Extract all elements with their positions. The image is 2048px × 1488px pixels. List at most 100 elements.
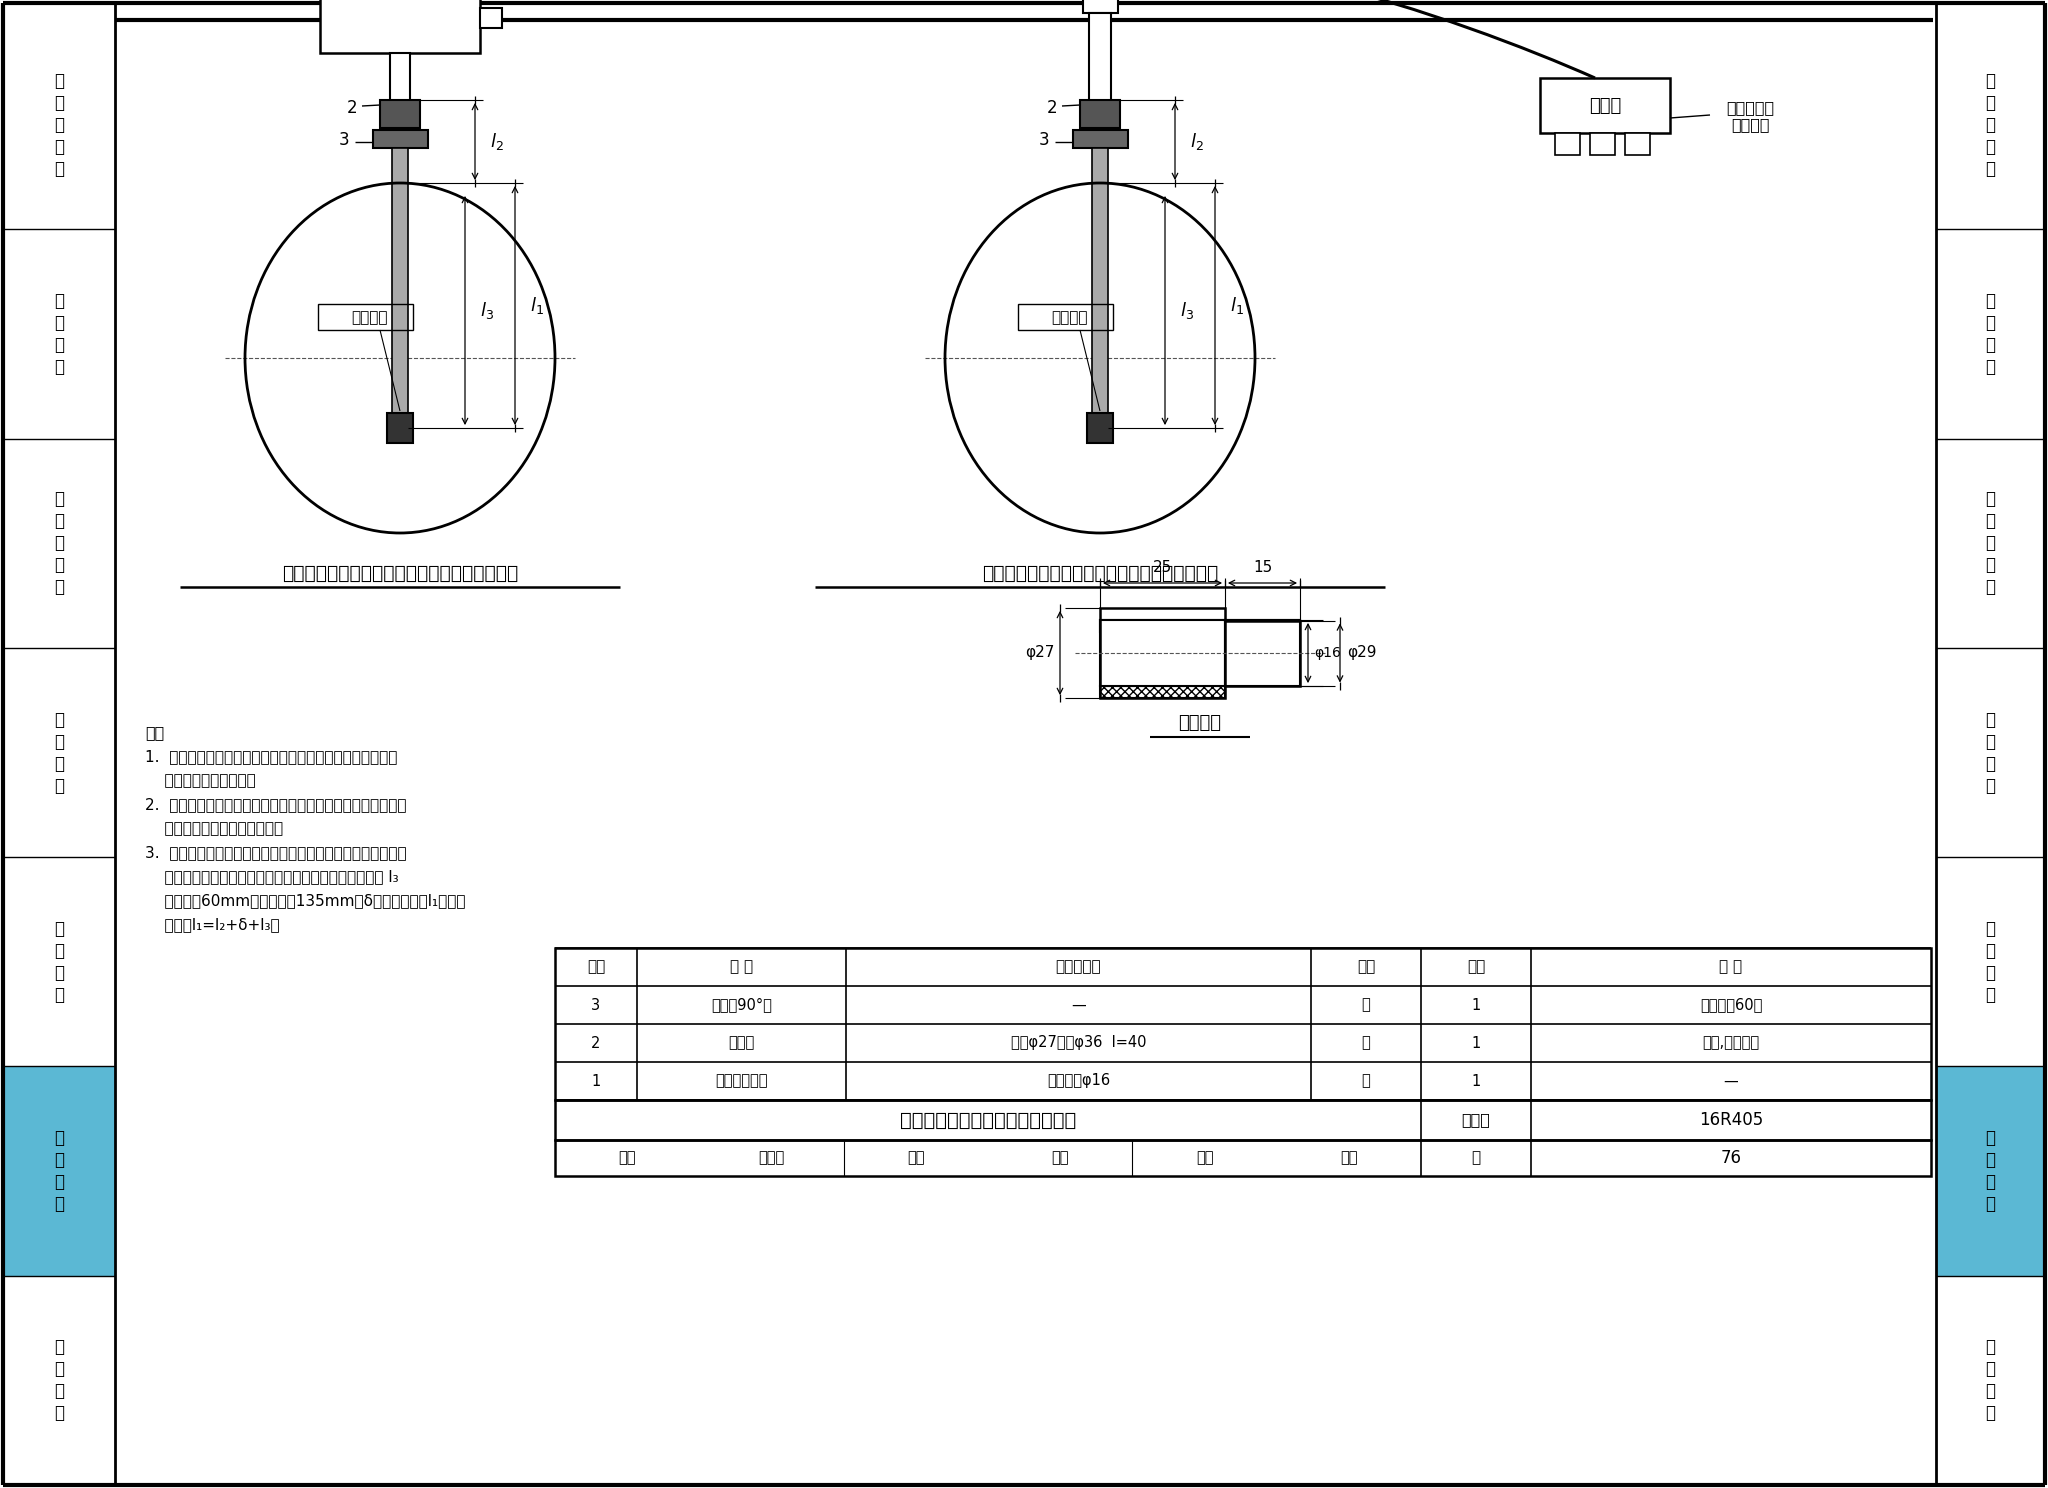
Text: 量: 量: [1985, 314, 1995, 332]
Text: φ29: φ29: [1348, 646, 1376, 661]
Text: 压: 压: [1985, 920, 1995, 937]
Text: 单位: 单位: [1358, 960, 1374, 975]
Text: 度: 度: [53, 1152, 63, 1170]
Text: 设计: 设计: [1196, 1150, 1212, 1165]
Bar: [1100, 620, 1225, 686]
Text: 3: 3: [340, 131, 350, 149]
Bar: [1073, 129, 1128, 147]
Bar: [317, 304, 414, 330]
Text: 制: 制: [53, 94, 63, 112]
Text: $l_3$: $l_3$: [479, 301, 494, 321]
Text: 小端φ27大端φ36  l=40: 小端φ27大端φ36 l=40: [1012, 1036, 1147, 1051]
Text: 说: 说: [53, 138, 63, 156]
Text: 总: 总: [1985, 116, 1995, 134]
Text: 表: 表: [53, 777, 63, 795]
Text: 与变送器分体式结构。: 与变送器分体式结构。: [145, 774, 256, 789]
Text: 有透气除尘作用，方便测量。: 有透气除尘作用，方便测量。: [145, 821, 283, 836]
Bar: [1554, 132, 1579, 155]
Text: 仪: 仪: [53, 1382, 63, 1400]
Text: 表: 表: [1985, 359, 1995, 376]
Text: 名 称: 名 称: [729, 960, 754, 975]
Text: 1: 1: [592, 1073, 600, 1089]
Text: 1: 1: [1470, 1036, 1481, 1051]
Text: 变送器与传感器一体式湿度计在圆形风管上安装: 变送器与传感器一体式湿度计在圆形风管上安装: [283, 564, 518, 582]
Bar: [1079, 100, 1120, 128]
Text: 宜垂直向上安装。湿度检测元件末端插入风管内壁长度 l₃: 宜垂直向上安装。湿度检测元件末端插入风管内壁长度 l₃: [145, 869, 399, 884]
Text: 表: 表: [1985, 1195, 1995, 1213]
Bar: [1083, 0, 1118, 13]
Text: $l_1$: $l_1$: [530, 295, 545, 315]
Text: 1.  湿度计有两种结构：传感器与变送器一体式结构、传感器: 1. 湿度计有两种结构：传感器与变送器一体式结构、传感器: [145, 750, 397, 765]
Text: 仪: 仪: [1985, 964, 1995, 982]
Text: 湿: 湿: [1985, 1129, 1995, 1147]
Bar: [1100, 686, 1225, 698]
Text: 表: 表: [1985, 777, 1995, 795]
Text: 总: 总: [53, 116, 63, 134]
Text: 见本图集60页: 见本图集60页: [1700, 997, 1761, 1012]
Text: 仪: 仪: [53, 754, 63, 772]
Bar: [373, 129, 428, 147]
Text: 编: 编: [1985, 71, 1995, 89]
Text: 个: 个: [1362, 997, 1370, 1012]
Text: 表: 表: [1985, 985, 1995, 1004]
Text: $l_1$: $l_1$: [1231, 295, 1243, 315]
Text: 表: 表: [1985, 579, 1995, 597]
Text: 仪: 仪: [1985, 754, 1995, 772]
Text: 变送器: 变送器: [1589, 97, 1622, 115]
Text: 直插式湿度计: 直插式湿度计: [715, 1073, 768, 1089]
Text: 说: 说: [1985, 138, 1995, 156]
Text: 变送器与传感器分体式湿度计在圆形风管上安装: 变送器与传感器分体式湿度计在圆形风管上安装: [981, 564, 1219, 582]
Text: 仪: 仪: [53, 1173, 63, 1190]
Text: 量: 量: [53, 314, 63, 332]
Bar: [381, 100, 420, 128]
Text: $l_3$: $l_3$: [1180, 301, 1194, 321]
Text: 压: 压: [53, 920, 63, 937]
Text: 液: 液: [1985, 1338, 1995, 1357]
Bar: [1225, 620, 1300, 686]
Bar: [1018, 304, 1112, 330]
Text: 注：: 注：: [145, 726, 164, 741]
Text: 不应小于60mm，不宜大于135mm，δ为风管厚度，l₁为插深: 不应小于60mm，不宜大于135mm，δ为风管厚度，l₁为插深: [145, 893, 465, 909]
Text: 表: 表: [53, 359, 63, 376]
Text: 温: 温: [1985, 710, 1995, 729]
Text: 流: 流: [53, 292, 63, 310]
Bar: [555, 948, 1931, 1100]
Text: 3: 3: [1038, 131, 1051, 149]
Bar: [391, 147, 408, 414]
Bar: [2, 1067, 115, 1275]
Text: 2: 2: [592, 1036, 600, 1051]
Bar: [1087, 414, 1112, 443]
Text: 仪: 仪: [1985, 336, 1995, 354]
Text: $l_2$: $l_2$: [489, 131, 504, 152]
Bar: [1100, 620, 1225, 632]
Text: 页: 页: [1470, 1150, 1481, 1165]
Text: 张勇华: 张勇华: [758, 1150, 784, 1165]
Text: 流: 流: [1985, 292, 1995, 310]
Text: 或采集卡: 或采集卡: [1731, 118, 1769, 132]
Text: 表: 表: [53, 1195, 63, 1213]
Text: 审核: 审核: [618, 1150, 637, 1165]
Text: 热: 热: [1985, 490, 1995, 509]
Bar: [1092, 147, 1108, 414]
Text: 表: 表: [53, 985, 63, 1004]
Text: 探头保护: 探头保护: [352, 311, 389, 326]
Text: 长度，l₁=l₂+δ+l₃。: 长度，l₁=l₂+δ+l₃。: [145, 918, 281, 933]
Text: 仪: 仪: [53, 557, 63, 574]
Text: 向宏: 向宏: [1051, 1150, 1069, 1165]
Bar: [1589, 132, 1616, 155]
Bar: [479, 7, 502, 28]
Text: 橡胶塞子: 橡胶塞子: [1178, 714, 1221, 732]
Text: 接二次仪表: 接二次仪表: [1726, 101, 1774, 116]
Bar: [389, 54, 410, 103]
Text: 探头保护: 探头保护: [1053, 311, 1087, 326]
Bar: [1624, 132, 1651, 155]
Text: 1: 1: [1470, 997, 1481, 1012]
Text: 力: 力: [53, 942, 63, 960]
Text: 备 注: 备 注: [1720, 960, 1743, 975]
Text: φ16: φ16: [1315, 646, 1341, 661]
Text: 表: 表: [1985, 1405, 1995, 1423]
Text: 仪: 仪: [1985, 1173, 1995, 1190]
Text: 明: 明: [1985, 159, 1995, 177]
Bar: [555, 1140, 1931, 1176]
Text: —: —: [1724, 1073, 1739, 1089]
